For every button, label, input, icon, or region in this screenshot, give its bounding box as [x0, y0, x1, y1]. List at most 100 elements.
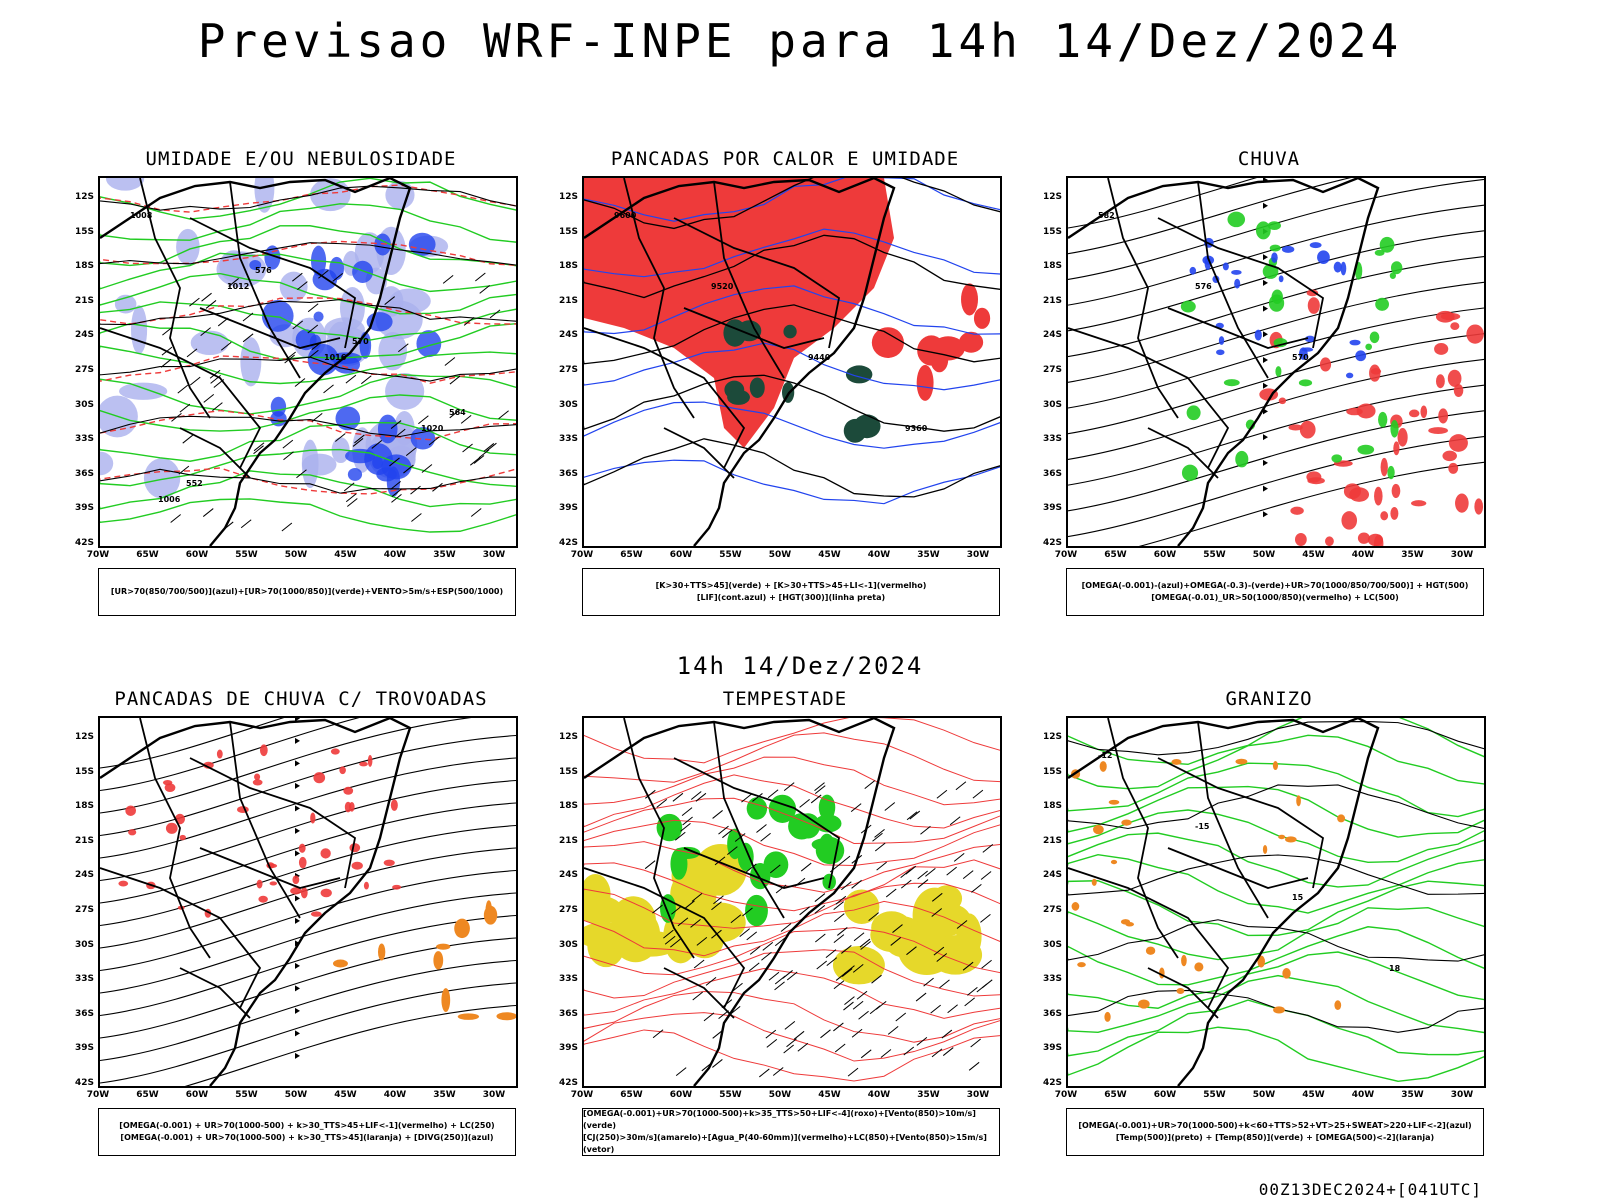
streamline-arrow	[295, 962, 300, 969]
shaded-area	[279, 271, 308, 302]
border-line	[663, 427, 735, 479]
map-area[interactable]	[582, 716, 1002, 1088]
streamline-arrow	[1263, 434, 1268, 441]
legend-box: [UR>70(850/700/500)](azul)+[UR>70(1000/8…	[98, 568, 516, 616]
lat-label: 12S	[74, 192, 94, 202]
panel-title: TEMPESTADE	[722, 688, 848, 710]
wind-vector	[384, 296, 395, 305]
contour-value: -15	[1195, 822, 1210, 831]
thickness-contour	[100, 240, 516, 266]
shaded-area	[313, 772, 326, 784]
wind-vector	[765, 1029, 777, 1039]
wind-vector	[178, 465, 190, 475]
streamline-arrow	[1263, 408, 1268, 415]
wind-vector	[203, 394, 215, 403]
lat-label: 21S	[1042, 835, 1062, 846]
lat-label: 12S	[74, 732, 94, 742]
contour-value: 570	[352, 337, 369, 346]
contour-value: 1006	[158, 495, 181, 504]
wind-vector	[968, 1061, 980, 1071]
contour-value: 582	[1098, 211, 1115, 220]
wind-vector	[815, 933, 826, 943]
wind-vector	[871, 974, 882, 984]
border-line	[189, 757, 357, 889]
precip-water-contour	[584, 991, 1000, 1043]
border-line	[713, 721, 785, 919]
lon-label: 40W	[867, 550, 891, 560]
wind-vector	[711, 901, 722, 911]
contour-value: 576	[1195, 282, 1212, 291]
streamline-arrow	[1263, 202, 1268, 209]
streamline-arrow	[295, 1030, 300, 1037]
lon-label: 55W	[719, 1090, 742, 1100]
map-svg: 9600 9520 9440 9360	[584, 178, 1000, 546]
shaded-area	[961, 283, 979, 316]
shaded-area	[1448, 462, 1459, 474]
streamline	[100, 779, 516, 882]
map-area[interactable]: 582 576 570	[1066, 176, 1486, 548]
shaded-area	[392, 884, 402, 890]
streamline	[100, 982, 516, 1084]
streamline	[1068, 230, 1484, 332]
wind-vector	[841, 968, 853, 977]
wind-vector	[690, 918, 701, 928]
panel-pancadas-calor: PANCADAS POR CALOR E UMIDADE 9600 9520 944…	[542, 148, 1028, 628]
wind-vector	[391, 488, 403, 498]
map-area[interactable]: 9600 9520 9440 9360	[582, 176, 1002, 548]
wind-vector	[160, 358, 172, 368]
wind-vector	[887, 1025, 899, 1035]
panel-tempestade: TEMPESTADE [OMEGA(-0.001)+UR>70(1000-500…	[542, 688, 1028, 1168]
shaded-area	[1093, 824, 1104, 835]
wind-vector	[170, 514, 181, 523]
lat-label: 15S	[558, 226, 578, 237]
lat-label: 39S	[74, 1043, 94, 1054]
wind-vector	[962, 961, 974, 971]
shaded-area	[1428, 427, 1448, 435]
map-area[interactable]: -12 -15 15 18	[1066, 716, 1486, 1088]
lon-label: 70W	[570, 1090, 594, 1100]
shaded-area	[1218, 336, 1225, 345]
map-svg: 582 576 570	[1068, 178, 1484, 546]
shaded-area	[746, 797, 768, 820]
wind-vector	[839, 855, 851, 865]
lon-label: 45W	[818, 550, 841, 560]
map-area[interactable]: 1008 1012 1016 1020 1006 576 570 564 552	[98, 176, 518, 548]
border-line	[1068, 327, 1230, 469]
wind-vector	[780, 923, 792, 932]
shaded-area	[1447, 369, 1462, 387]
humidity-contour	[100, 301, 516, 341]
border-line	[623, 718, 695, 959]
border-line	[584, 327, 746, 469]
streamline	[1068, 384, 1484, 486]
border-line	[179, 427, 251, 479]
legend-line-1: [K>30+TTS>45](verde) + [K>30+TTS>45+LI<-…	[655, 581, 927, 590]
precip-water-contour	[584, 1029, 1000, 1082]
shaded-area	[256, 879, 263, 889]
shaded-area	[1367, 533, 1384, 546]
lon-label: 45W	[334, 1090, 357, 1100]
shaded-area	[441, 988, 451, 1013]
temp500-contour	[1068, 854, 1484, 896]
shaded-area	[1307, 477, 1325, 485]
wind-vector	[931, 1048, 943, 1058]
shaded-area	[973, 307, 991, 329]
precip-water-contour	[584, 967, 1000, 1019]
lif-contour	[584, 459, 1000, 505]
shaded-area	[131, 305, 148, 355]
map-area[interactable]	[98, 716, 518, 1088]
temp850-contour	[1068, 974, 1484, 1034]
lat-label: 36S	[74, 1008, 94, 1019]
wind-vector	[462, 443, 473, 453]
legend-line-2: [Temp(500)](preto) + [Temp(850)](verde) …	[1115, 1133, 1435, 1142]
lon-label: 30W	[1450, 1090, 1474, 1100]
wind-vector	[826, 957, 838, 967]
wind-vector	[748, 962, 760, 972]
border-line	[1147, 427, 1219, 479]
shaded-area	[1071, 902, 1080, 911]
shaded-area	[249, 259, 262, 271]
humidity-contour	[100, 252, 516, 293]
wind-vector	[671, 905, 682, 915]
legend-line-1: [OMEGA(-0.001) + UR>70(1000-500) + k>30_…	[119, 1121, 495, 1130]
wind-vector	[772, 1067, 784, 1076]
wind-vector	[786, 971, 798, 981]
